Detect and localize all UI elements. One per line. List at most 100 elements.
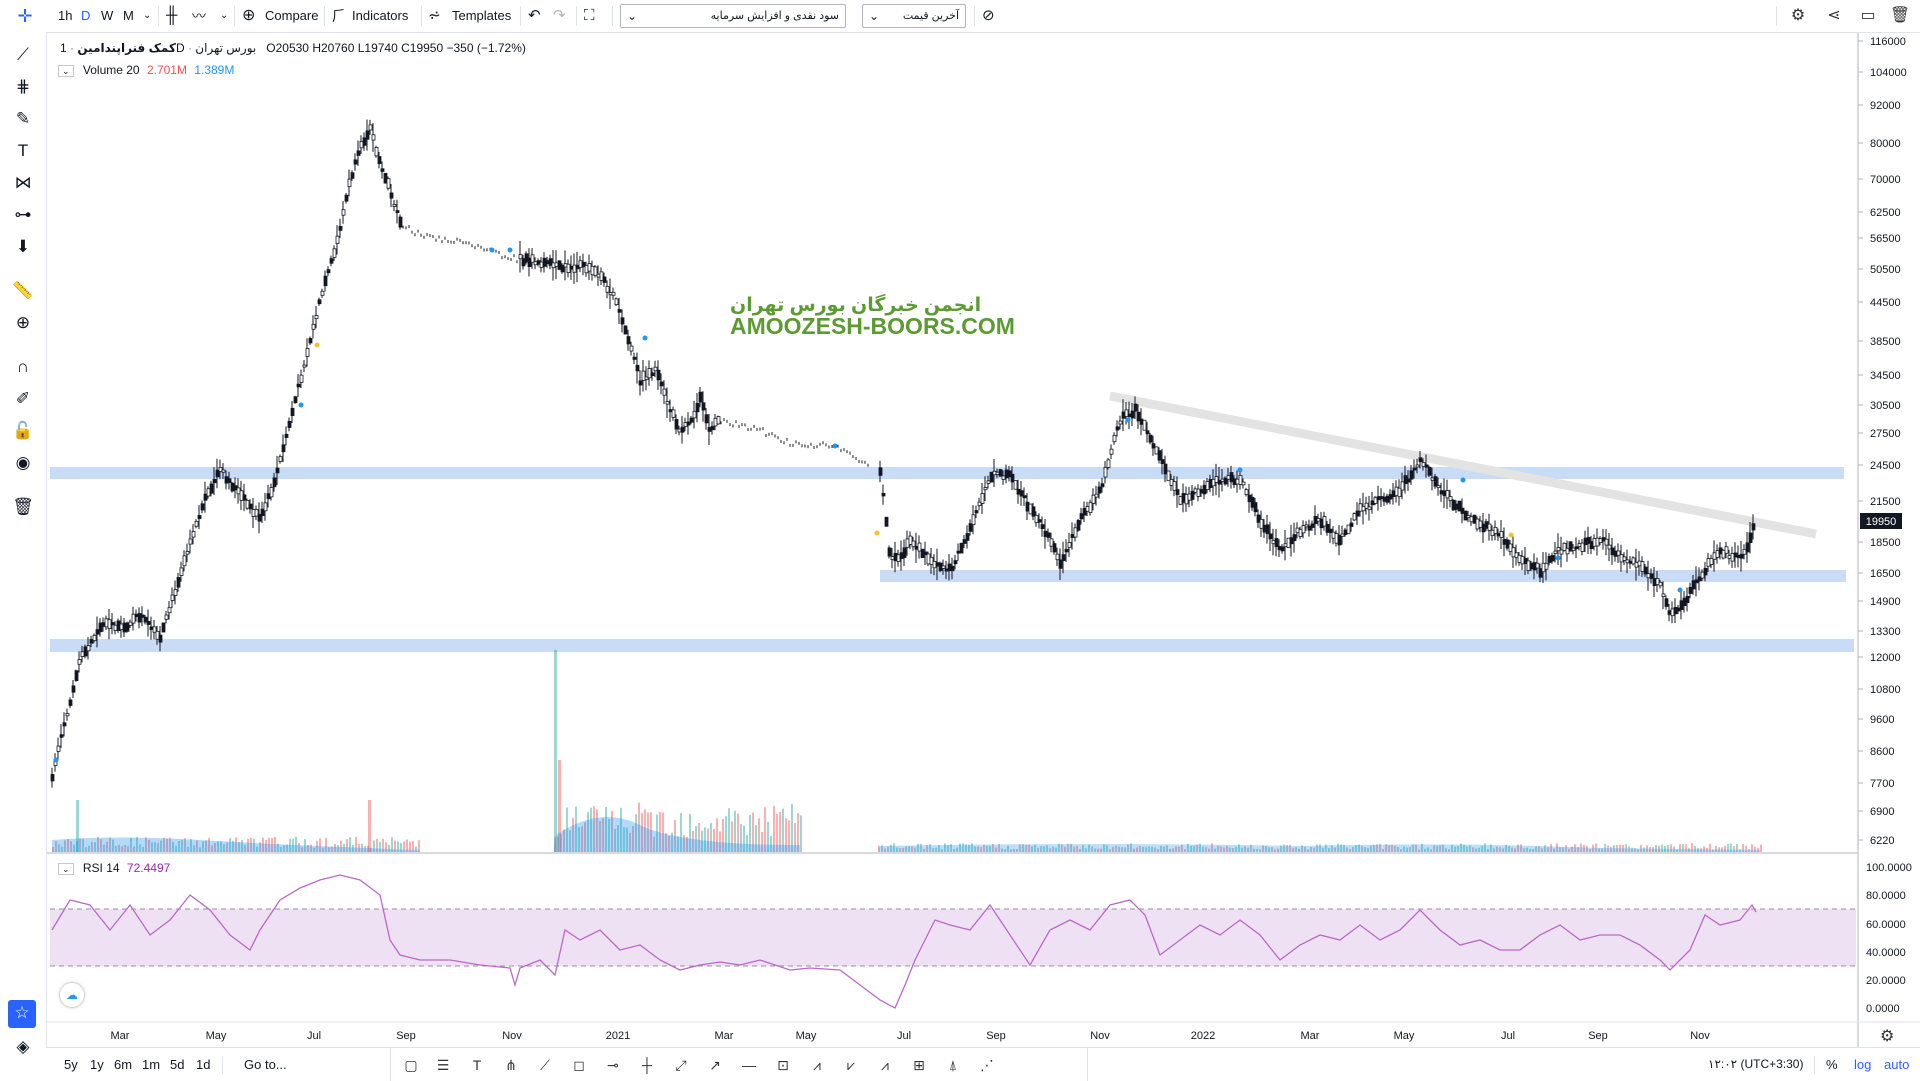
fib-retracement-icon[interactable]: ⊞ [913, 1057, 925, 1073]
candle-body [1286, 537, 1291, 549]
rectangle-icon[interactable]: ▢ [404, 1057, 418, 1073]
range-1m[interactable]: 1m [142, 1057, 161, 1072]
volume-label[interactable]: Volume 20 [82, 63, 140, 77]
trash-icon[interactable]: 🗑 [12, 497, 34, 516]
measure-icon[interactable]: ⊡ [777, 1057, 789, 1073]
event-marker[interactable] [1508, 532, 1514, 538]
compare-button[interactable]: Compare [265, 8, 319, 23]
abcde-pattern-icon[interactable]: ⩘ [881, 1057, 889, 1073]
volume-bar [1229, 847, 1231, 852]
chevron-down-icon[interactable]: ⌄ [143, 10, 152, 21]
templates-button[interactable]: Templates [452, 8, 512, 23]
star-icon[interactable]: ☆ [8, 1000, 36, 1028]
pattern-icon[interactable]: ⋈ [14, 173, 32, 192]
rsi-label[interactable]: RSI 14 [82, 861, 120, 875]
interval-1h[interactable]: 1h [58, 8, 73, 23]
ruler-icon[interactable]: 📏 [12, 281, 34, 300]
redo-icon[interactable]: ↷ [553, 7, 566, 24]
eye-icon[interactable]: ◉ [15, 453, 31, 472]
measure-tools-icon[interactable]: ⊶ [14, 205, 32, 224]
horizontal-ray-icon[interactable]: ⊸ [607, 1057, 619, 1073]
percent-toggle[interactable]: % [1826, 1057, 1838, 1072]
range-6m[interactable]: 6m [114, 1057, 133, 1072]
event-marker[interactable] [642, 335, 648, 341]
event-marker[interactable] [1125, 417, 1131, 423]
clock[interactable]: ۱۲:۰۲ (UTC+3:30) [1708, 1057, 1804, 1071]
arrow-icon[interactable]: ↗ [709, 1057, 721, 1073]
horizontal-line-icon[interactable]: — [742, 1057, 756, 1073]
trend-line-icon[interactable]: ⟋ [540, 1057, 550, 1073]
support-zone-mid[interactable] [880, 570, 1846, 582]
extended-line-icon[interactable]: ⤢ [675, 1057, 687, 1073]
collapse-icon[interactable]: ⌄ [58, 65, 74, 77]
range-5d[interactable]: 5d [170, 1057, 185, 1072]
range-5y[interactable]: 5y [64, 1057, 78, 1072]
line-chart-icon[interactable]: 〰 [192, 8, 206, 24]
zoom-in-icon[interactable]: ⊕ [15, 313, 31, 332]
event-marker[interactable] [1237, 467, 1243, 473]
snapshot-icon[interactable]: ▭ [1860, 7, 1876, 24]
event-marker[interactable] [832, 443, 838, 449]
lock-pencil-icon[interactable]: ✐ [15, 389, 31, 408]
logo-icon[interactable]: ☁ [60, 983, 84, 1007]
event-marker[interactable] [1677, 587, 1683, 593]
indicators-button[interactable]: Indicators [352, 8, 409, 23]
resistance-zone[interactable] [50, 467, 1844, 479]
fullscreen-icon[interactable]: ⛶ [584, 7, 595, 24]
text-icon[interactable]: T [17, 141, 29, 160]
gear-icon[interactable]: ⚙ [1790, 7, 1806, 24]
auto-toggle[interactable]: auto [1884, 1057, 1910, 1072]
callout-icon[interactable]: ◻ [573, 1057, 585, 1073]
price-type-select[interactable]: ⌄ آخرین قیمت [862, 4, 966, 28]
candles-icon[interactable]: ╫ [166, 7, 178, 24]
plus-circle-icon[interactable]: ⊕ [242, 7, 256, 24]
chevron-down-icon[interactable]: ⌄ [220, 10, 229, 21]
pitchfork-icon[interactable]: ⋔ [505, 1057, 517, 1073]
trend-line[interactable] [1109, 391, 1817, 539]
event-marker[interactable] [298, 402, 304, 408]
head-shoulders-icon[interactable]: ⋰ [980, 1057, 994, 1073]
brush-icon[interactable]: ✎ [15, 109, 31, 128]
gann-fan-icon[interactable]: ⍋ [948, 1057, 958, 1073]
collapse-icon[interactable]: ⌄ [58, 863, 74, 875]
abcd-pattern-icon[interactable]: ⩗ [847, 1057, 855, 1073]
settings-gear-icon[interactable]: ⚙ [1880, 1028, 1895, 1045]
parallel-channel-icon[interactable]: ☰ [436, 1057, 450, 1073]
log-toggle[interactable]: log [1854, 1057, 1872, 1072]
event-marker[interactable] [53, 757, 59, 763]
candle-body [1610, 547, 1615, 556]
indicators-icon[interactable]: ⺁ [332, 8, 346, 24]
fib-icon[interactable]: ⋕ [15, 77, 31, 96]
goto-button[interactable]: Go to... [244, 1057, 287, 1072]
symbol-name[interactable]: کمک فنراپندامین [77, 41, 176, 55]
arrow-down-icon[interactable]: ⬇ [15, 237, 31, 256]
event-marker[interactable] [1555, 555, 1561, 561]
support-zone-low[interactable] [50, 639, 1854, 652]
elliott-wave-icon[interactable]: ⩘ [813, 1057, 821, 1073]
event-marker[interactable] [489, 247, 495, 253]
event-marker[interactable] [314, 342, 320, 348]
share-icon[interactable]: ⋖ [1827, 7, 1841, 24]
dividend-select[interactable]: ⌄ سود نقدی و افزایش سرمایه [620, 4, 846, 28]
interval-m[interactable]: M [123, 8, 134, 23]
trash-icon[interactable]: 🗑 [1889, 7, 1911, 24]
crosshair-icon[interactable]: ✛ [17, 6, 33, 26]
interval-w[interactable]: W [101, 8, 114, 23]
event-marker[interactable] [507, 247, 513, 253]
interval-d[interactable]: D [81, 8, 91, 23]
unlock-icon[interactable]: 🔓 [12, 421, 34, 440]
templates-icon[interactable]: ⩫ [428, 7, 441, 24]
trend-line-icon[interactable]: ⟋ [17, 45, 29, 64]
event-marker[interactable] [874, 530, 880, 536]
range-1d[interactable]: 1d [196, 1057, 211, 1072]
candle-body [1385, 495, 1390, 503]
cross-line-icon[interactable]: ┼ [642, 1057, 652, 1073]
text-icon[interactable]: T [472, 1057, 482, 1073]
undo-icon[interactable]: ↶ [528, 7, 541, 24]
layers-icon[interactable]: ◈ [16, 1037, 30, 1056]
event-marker[interactable] [1460, 477, 1466, 483]
magnet-icon[interactable]: ∩ [16, 357, 30, 376]
range-1y[interactable]: 1y [90, 1057, 104, 1072]
hide-eye-icon[interactable]: ⊘ [982, 7, 995, 24]
